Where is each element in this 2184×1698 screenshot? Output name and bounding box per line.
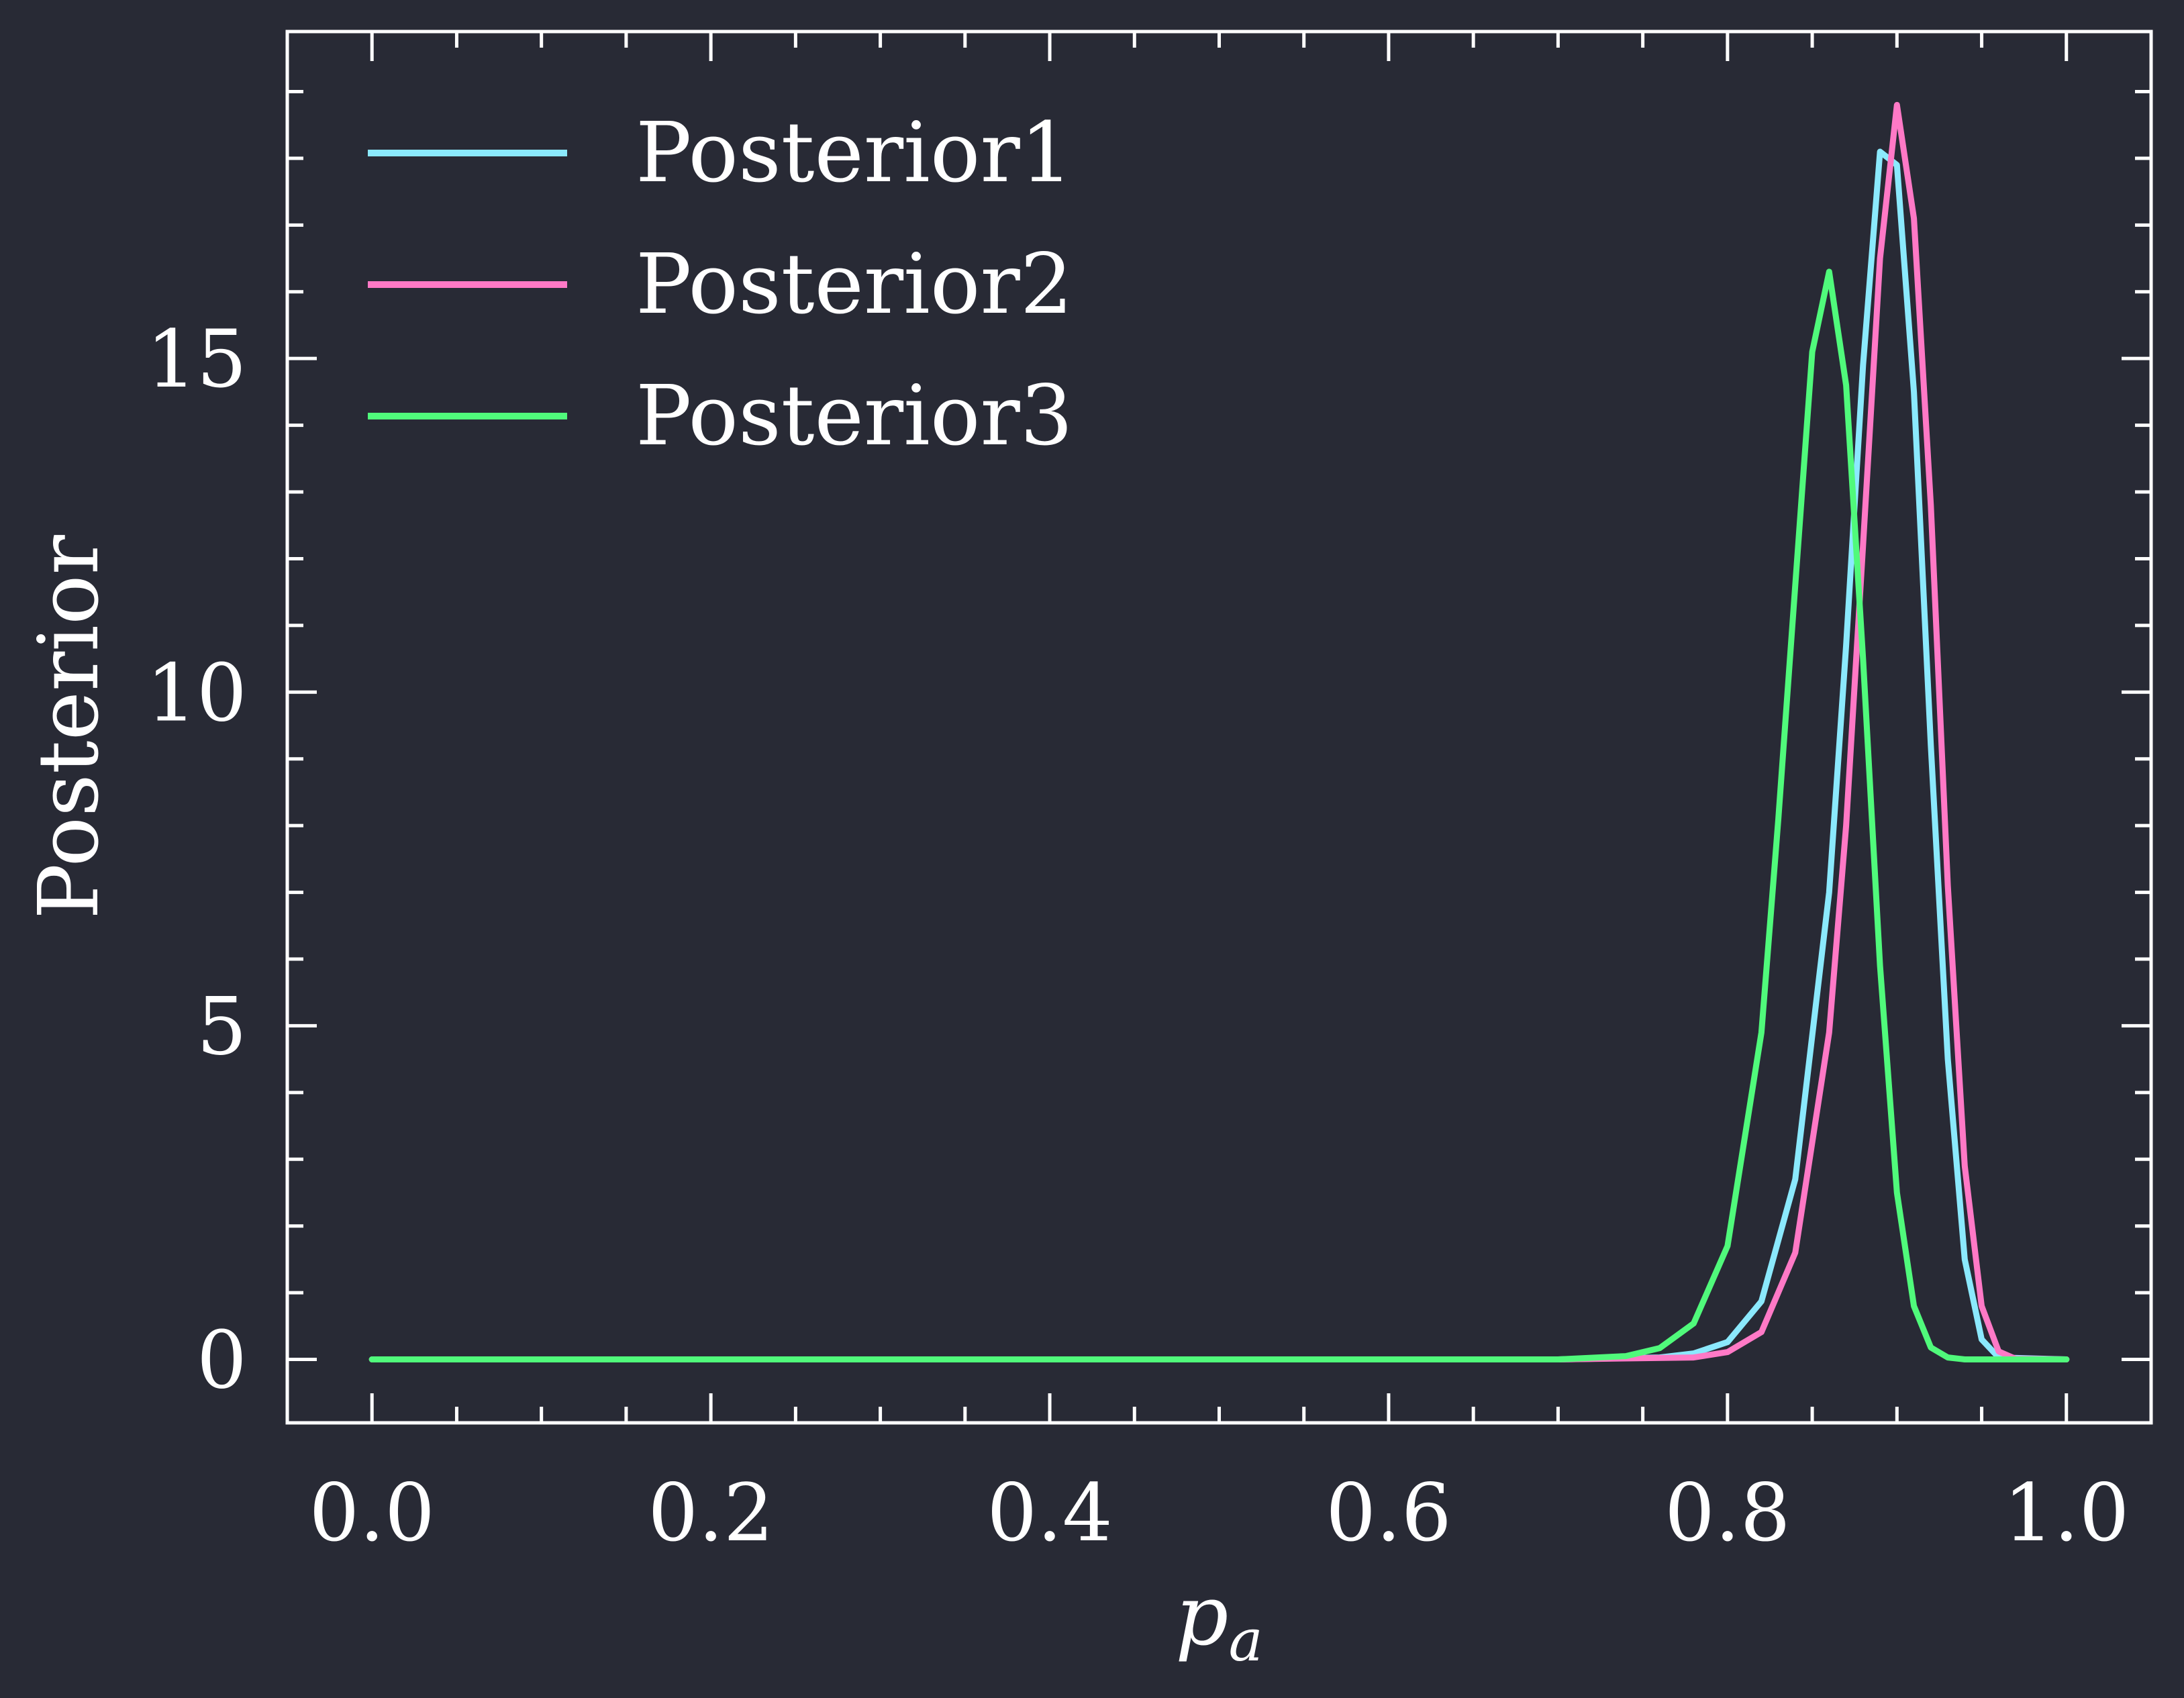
legend-label-2: Posterior2 bbox=[636, 236, 1073, 333]
legend-label-1: Posterior1 bbox=[636, 105, 1073, 201]
y-tick-label: 10 bbox=[146, 646, 247, 739]
x-tick-label: 0.6 bbox=[1326, 1466, 1452, 1559]
y-tick-labels: 0 5 10 15 bbox=[146, 313, 247, 1406]
series-line-3 bbox=[368, 268, 2070, 1362]
x-axis-title: pa bbox=[1175, 1568, 1263, 1675]
x-tick-label: 0.8 bbox=[1665, 1466, 1791, 1559]
series-lines bbox=[368, 101, 2070, 1362]
axis-ticks bbox=[285, 32, 2153, 1423]
x-axis-title-subscript: a bbox=[1229, 1607, 1263, 1675]
x-axis-title-base: p bbox=[1175, 1568, 1228, 1664]
legend-label-3: Posterior3 bbox=[636, 368, 1073, 464]
x-tick-label: 0.4 bbox=[987, 1466, 1113, 1559]
x-tick-labels: 0.0 0.2 0.4 0.6 0.8 1.0 bbox=[309, 1466, 2129, 1559]
x-tick-label: 0.0 bbox=[309, 1466, 435, 1559]
y-axis-title: Posterior bbox=[21, 534, 117, 919]
x-tick-label: 0.2 bbox=[648, 1466, 774, 1559]
y-tick-label: 15 bbox=[146, 313, 247, 405]
y-tick-label: 5 bbox=[197, 980, 247, 1072]
legend: Posterior1 Posterior2 Posterior3 bbox=[368, 105, 1073, 464]
series-line-1 bbox=[368, 148, 2070, 1362]
series-line-2 bbox=[368, 101, 2070, 1362]
y-tick-label: 0 bbox=[197, 1314, 247, 1407]
x-tick-label: 1.0 bbox=[2003, 1466, 2130, 1559]
